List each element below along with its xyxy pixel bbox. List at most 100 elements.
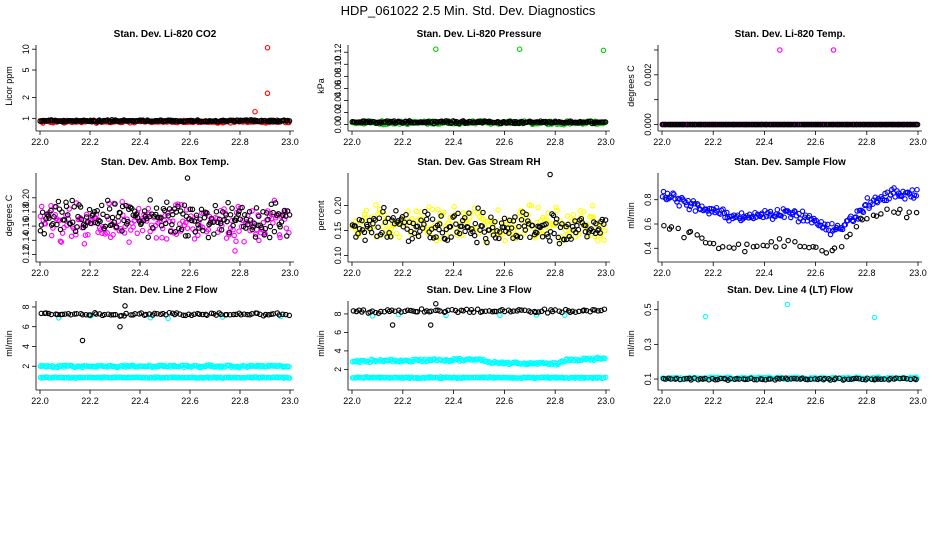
data-point	[218, 227, 225, 233]
data-point	[239, 204, 245, 211]
data-point	[182, 312, 189, 319]
data-point	[191, 311, 197, 318]
chart-panel-9: Stan. Dev. Line 4 (LT) Flow 22.0 22.2 22.4 2…	[626, 285, 927, 406]
data-point	[581, 209, 587, 215]
y-tick-label: 0.14	[21, 232, 31, 250]
y-axis-label: ml/min	[626, 202, 636, 229]
chart-panel-1: Stan. Dev. Li-820 CO2 22.0 22.2 22.4 22.6 22.…	[4, 29, 299, 147]
data-point	[735, 241, 742, 248]
data-point	[751, 376, 757, 383]
data-point	[195, 232, 201, 239]
data-point	[130, 224, 136, 230]
x-tick-label: 22.0	[653, 396, 671, 406]
data-point	[482, 308, 489, 314]
data-point	[784, 208, 791, 214]
outlier-point	[784, 301, 791, 308]
data-point	[126, 239, 132, 245]
y-tick-label: 0.002	[643, 64, 653, 87]
data-point	[724, 209, 730, 216]
data-point	[562, 306, 569, 313]
x-tick-label: 23.0	[281, 268, 299, 278]
chart-panel-4: Stan. Dev. Amb. Box Temp. 22.0 22.2 22.4 22.…	[4, 157, 299, 278]
y-tick-label: 0.02	[333, 104, 343, 122]
data-point	[205, 227, 212, 233]
data-point	[507, 308, 514, 315]
data-point	[372, 309, 379, 316]
data-point	[517, 234, 524, 241]
x-tick-label: 22.2	[394, 396, 412, 406]
data-point	[768, 239, 775, 245]
data-point	[390, 215, 396, 221]
data-point	[79, 311, 86, 318]
data-point	[241, 311, 247, 317]
data-point	[371, 215, 377, 222]
data-point	[781, 214, 787, 221]
data-point	[516, 223, 522, 230]
y-axis-label: kPa	[316, 78, 326, 94]
data-point	[878, 376, 884, 383]
data-point	[141, 208, 148, 214]
data-point	[198, 206, 205, 213]
data-point	[71, 204, 77, 210]
data-point	[590, 214, 597, 220]
data-point	[83, 214, 90, 220]
data-point	[449, 306, 455, 313]
data-point	[592, 307, 598, 313]
data-point	[535, 309, 542, 315]
data-point	[479, 308, 485, 315]
data-point	[870, 212, 877, 219]
data-point	[375, 224, 381, 230]
data-point	[223, 311, 230, 318]
data-point	[533, 309, 539, 316]
data-point	[602, 119, 609, 125]
data-point	[123, 310, 129, 317]
data-point	[159, 225, 166, 232]
data-point	[161, 217, 168, 224]
x-tick-label: 22.2	[394, 268, 412, 278]
data-point	[160, 310, 166, 317]
data-point	[471, 205, 478, 212]
data-point	[195, 222, 201, 228]
data-point	[169, 221, 175, 228]
data-point	[692, 208, 699, 214]
data-point	[189, 206, 196, 213]
data-point	[267, 210, 274, 217]
data-point	[427, 234, 433, 241]
y-tick-label: 4	[333, 348, 343, 353]
data-point	[878, 211, 884, 217]
outlier-point	[547, 171, 553, 178]
data-point	[191, 218, 198, 224]
data-point	[550, 212, 557, 219]
data-point	[785, 237, 791, 244]
data-point	[286, 118, 293, 124]
data-point	[45, 310, 52, 317]
data-point	[430, 235, 437, 241]
x-tick-label: 22.8	[858, 396, 876, 406]
data-point	[523, 211, 529, 218]
data-point	[286, 212, 293, 218]
data-point	[187, 206, 193, 213]
data-point	[584, 233, 590, 240]
data-point	[460, 374, 466, 380]
x-tick-label: 22.6	[807, 268, 825, 278]
data-point	[788, 121, 795, 128]
data-point	[592, 233, 598, 240]
data-point	[857, 121, 864, 128]
data-point	[597, 230, 603, 236]
data-point	[598, 307, 604, 314]
panel-title: Stan. Dev. Line 3 Flow	[427, 285, 532, 296]
data-point	[71, 311, 78, 317]
data-point	[352, 223, 358, 229]
data-point	[722, 376, 729, 382]
data-point	[838, 243, 845, 250]
data-point	[213, 208, 220, 215]
data-point	[161, 207, 168, 214]
x-tick-label: 22.0	[343, 137, 361, 147]
data-point	[107, 118, 114, 125]
y-tick-label: 0.4	[643, 242, 653, 255]
data-point	[262, 231, 268, 237]
data-point	[414, 223, 421, 229]
data-point	[98, 202, 105, 209]
data-point	[580, 355, 587, 362]
data-point	[82, 232, 89, 238]
